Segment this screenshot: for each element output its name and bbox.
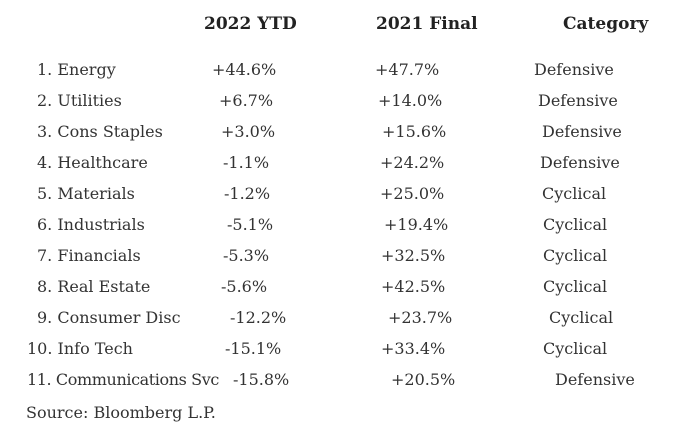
sector-name: 10. Info Tech <box>27 339 133 358</box>
sector-name: 7. Financials <box>37 246 141 265</box>
ytd-value: -5.3% <box>223 246 270 265</box>
table-row: 8. Real Estate -5.6% +42.5% Cyclical <box>0 277 700 308</box>
sector-name: 3. Cons Staples <box>37 122 163 141</box>
header-2021-final: 2021 Final <box>376 14 478 34</box>
sector-name: 5. Materials <box>37 184 135 203</box>
category-value: Defensive <box>540 153 620 172</box>
final-value: +15.6% <box>382 122 447 141</box>
category-value: Defensive <box>538 91 618 110</box>
ytd-value: +6.7% <box>219 91 274 110</box>
sector-name: 2. Utilities <box>37 91 122 110</box>
ytd-value: +44.6% <box>212 60 277 79</box>
final-value: +14.0% <box>378 91 443 110</box>
header-2022-ytd: 2022 YTD <box>204 14 297 34</box>
category-value: Cyclical <box>543 246 608 265</box>
ytd-value: -5.6% <box>221 277 268 296</box>
table-row: 1. Energy +44.6% +47.7% Defensive <box>0 60 700 91</box>
sector-name: 6. Industrials <box>37 215 145 234</box>
table-row: 9. Consumer Disc -12.2% +23.7% Cyclical <box>0 308 700 339</box>
final-value: +19.4% <box>384 215 449 234</box>
final-value: +24.2% <box>380 153 445 172</box>
category-value: Cyclical <box>543 339 608 358</box>
category-value: Cyclical <box>542 184 607 203</box>
category-value: Cyclical <box>543 277 608 296</box>
header-category: Category <box>563 14 649 34</box>
ytd-value: -15.1% <box>225 339 282 358</box>
table-row: 5. Materials -1.2% +25.0% Cyclical <box>0 184 700 215</box>
sector-name: 11. Communications Svc <box>27 370 219 389</box>
category-value: Cyclical <box>543 215 608 234</box>
table-row: 11. Communications Svc -15.8% +20.5% Def… <box>0 370 700 401</box>
category-value: Cyclical <box>549 308 614 327</box>
ytd-value: -12.2% <box>230 308 287 327</box>
ytd-value: -1.1% <box>223 153 270 172</box>
sector-name: 8. Real Estate <box>37 277 151 296</box>
source-note: Source: Bloomberg L.P. <box>26 403 216 422</box>
final-value: +32.5% <box>381 246 446 265</box>
category-value: Defensive <box>555 370 635 389</box>
final-value: +20.5% <box>391 370 456 389</box>
table-row: 4. Healthcare -1.1% +24.2% Defensive <box>0 153 700 184</box>
ytd-value: +3.0% <box>221 122 276 141</box>
table-row: 3. Cons Staples +3.0% +15.6% Defensive <box>0 122 700 153</box>
table-row: 2. Utilities +6.7% +14.0% Defensive <box>0 91 700 122</box>
ytd-value: -1.2% <box>224 184 271 203</box>
final-value: +33.4% <box>381 339 446 358</box>
final-value: +23.7% <box>388 308 453 327</box>
final-value: +42.5% <box>381 277 446 296</box>
final-value: +47.7% <box>375 60 440 79</box>
table-row: 7. Financials -5.3% +32.5% Cyclical <box>0 246 700 277</box>
final-value: +25.0% <box>380 184 445 203</box>
sector-name: 1. Energy <box>37 60 116 79</box>
category-value: Defensive <box>542 122 622 141</box>
category-value: Defensive <box>534 60 614 79</box>
ytd-value: -15.8% <box>233 370 290 389</box>
ytd-value: -5.1% <box>227 215 274 234</box>
sector-name: 9. Consumer Disc <box>37 308 181 327</box>
table-row: 10. Info Tech -15.1% +33.4% Cyclical <box>0 339 700 370</box>
table-row: 6. Industrials -5.1% +19.4% Cyclical <box>0 215 700 246</box>
sector-name: 4. Healthcare <box>37 153 148 172</box>
